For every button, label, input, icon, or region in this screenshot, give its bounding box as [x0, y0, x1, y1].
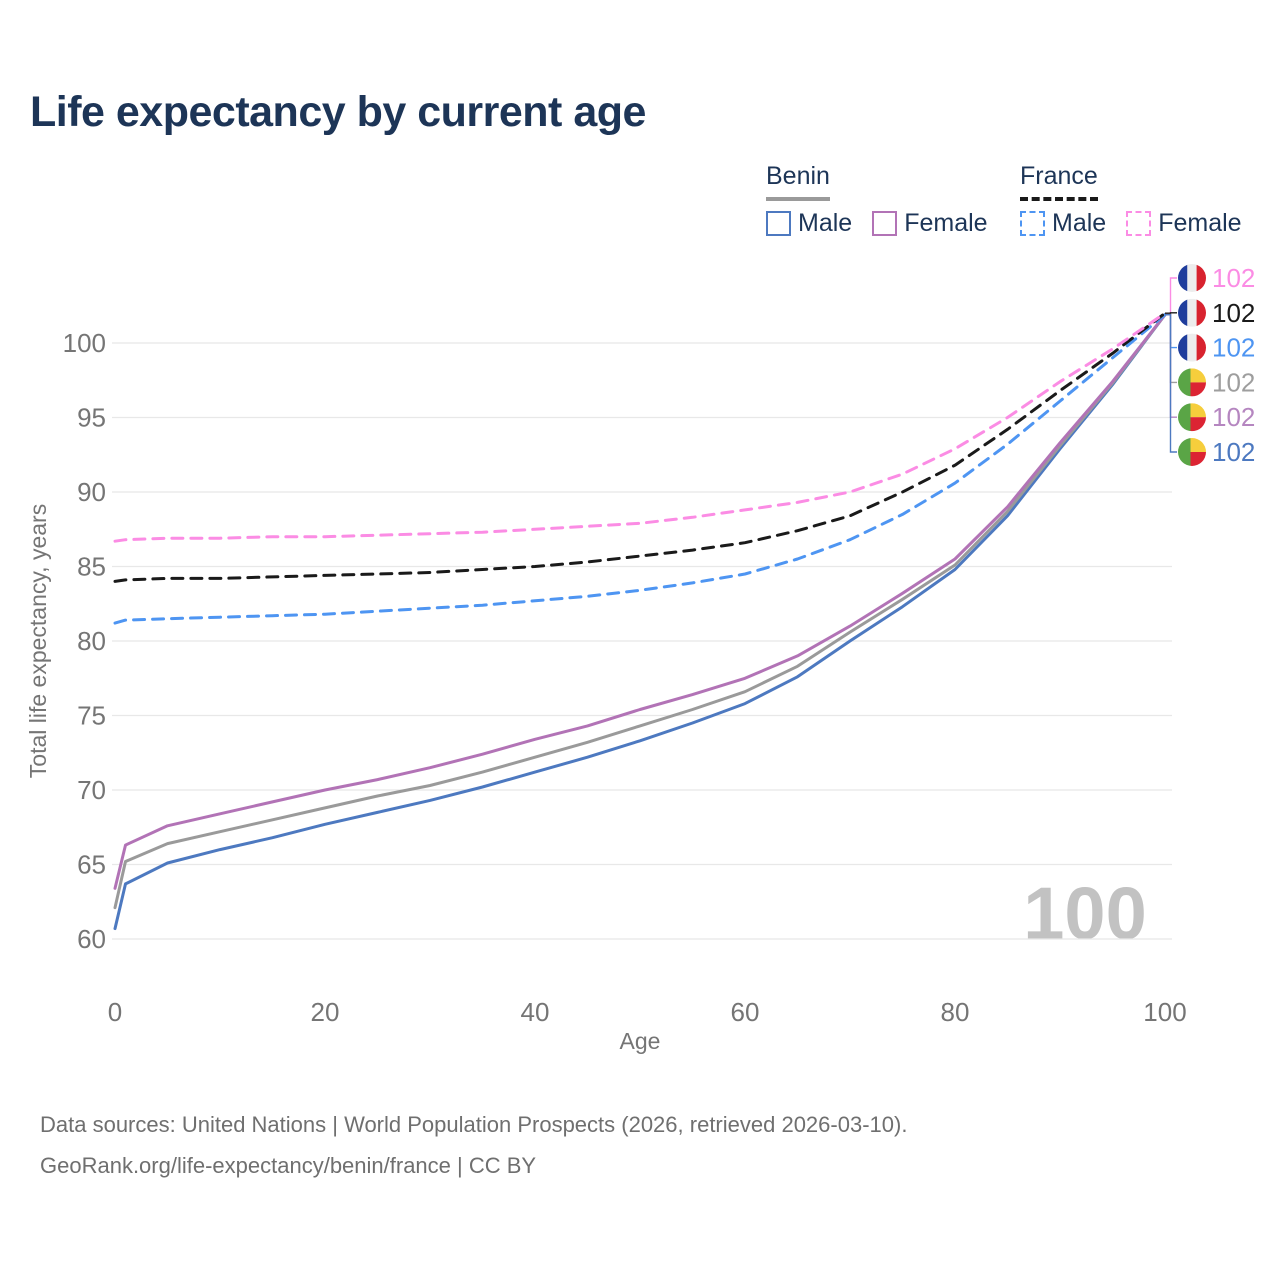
page-title: Life expectancy by current age: [30, 88, 646, 136]
connector-line: [1165, 314, 1177, 453]
legend-items-france: Male Female: [1020, 209, 1262, 238]
y-tick-label: 80: [77, 626, 106, 656]
x-tick-label: 20: [311, 997, 340, 1027]
y-axis-title: Total life expectancy, years: [25, 504, 51, 778]
series-line-france-male[interactable]: [113, 313, 1167, 625]
y-tick-label: 95: [77, 403, 106, 433]
legend-item-label: Male: [798, 208, 853, 237]
y-tick-label: 65: [77, 850, 106, 880]
legend-swatch-benin-male[interactable]: [766, 210, 791, 236]
legend-group-benin: Benin Male Female: [766, 162, 1008, 238]
footer-attribution: GeoRank.org/life-expectancy/benin/france…: [40, 1153, 537, 1178]
legend-item-benin-male[interactable]: Male: [766, 209, 852, 238]
x-tick-label: 100: [1143, 997, 1186, 1027]
flag-icon-benin: [1178, 368, 1206, 397]
series-line-benin-female[interactable]: [113, 313, 1167, 890]
flag-icon-france: [1178, 264, 1206, 292]
legend-group-title-france: France: [1020, 162, 1098, 201]
series-line-france[interactable]: [113, 311, 1167, 583]
flag-icon-france: [1178, 333, 1206, 362]
footer-data-sources: Data sources: United Nations | World Pop…: [40, 1112, 908, 1137]
legend-group-title-benin: Benin: [766, 162, 830, 201]
legend-item-label: Male: [1052, 208, 1107, 237]
flag-icon-france: [1178, 298, 1206, 327]
connector-line: [1165, 277, 1177, 314]
y-tick-label: 75: [77, 701, 106, 731]
legend-swatch-france-female[interactable]: [1126, 210, 1152, 236]
x-tick-label: 80: [941, 997, 970, 1027]
legend-group-france: France Male Female: [1020, 162, 1262, 238]
y-tick-label: 85: [77, 552, 106, 582]
flag-icon-benin: [1178, 438, 1206, 466]
series-line-benin[interactable]: [113, 313, 1167, 910]
series-line-benin-male[interactable]: [113, 313, 1167, 931]
legend-item-france-female[interactable]: Female: [1126, 208, 1242, 238]
end-value-label: 102: [1212, 402, 1255, 432]
y-tick-label: 90: [77, 477, 106, 507]
legend-item-label: Female: [1158, 208, 1242, 237]
footer: Data sources: United Nations | World Pop…: [40, 1104, 907, 1186]
end-value-label: 102: [1212, 333, 1255, 363]
end-value-label: 102: [1212, 263, 1255, 293]
end-value-label: 102: [1212, 437, 1255, 467]
end-value-label: 102: [1212, 367, 1255, 397]
y-tick-label: 100: [63, 328, 106, 358]
legend-item-france-male[interactable]: Male: [1020, 209, 1106, 238]
y-tick-label: 60: [77, 924, 106, 954]
legend-items-benin: Male Female: [766, 209, 1008, 238]
watermark-label: 100: [1023, 872, 1146, 955]
x-tick-label: 40: [521, 997, 550, 1027]
legend-item-label: Female: [904, 208, 988, 237]
flag-icon-benin: [1178, 403, 1206, 432]
series-line-france-female[interactable]: [113, 311, 1167, 543]
x-tick-label: 0: [108, 997, 122, 1027]
legend-item-benin-female[interactable]: Female: [872, 208, 988, 238]
x-tick-label: 60: [731, 997, 760, 1027]
y-tick-label: 70: [77, 775, 106, 805]
x-axis-title: Age: [620, 1028, 661, 1054]
legend-swatch-france-male[interactable]: [1020, 210, 1045, 236]
end-value-label: 102: [1212, 298, 1255, 328]
legend-swatch-benin-female[interactable]: [872, 210, 898, 236]
